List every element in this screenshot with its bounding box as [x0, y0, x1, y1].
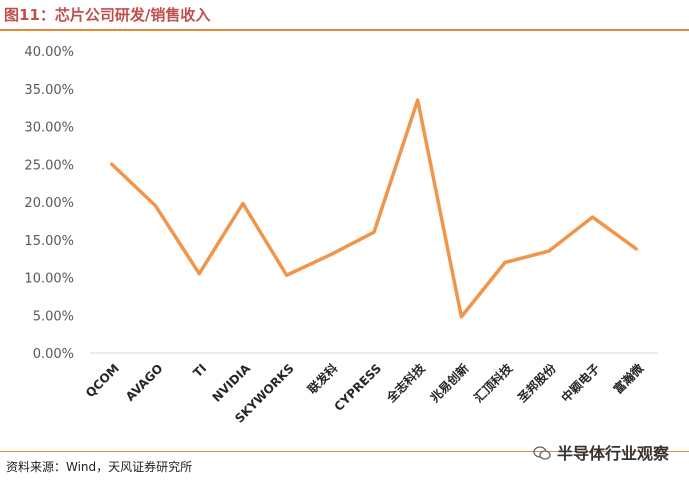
y-tick-label: 15.00%	[24, 234, 74, 249]
x-tick-label: 汇顶科技	[471, 360, 516, 405]
data-point	[590, 215, 594, 219]
watermark-text: 半导体行业观察	[556, 444, 669, 463]
x-tick-label: 富瀚微	[610, 360, 647, 397]
page-title: 图11：芯片公司研发/销售收入	[4, 6, 211, 24]
x-tick-label: 兆易创新	[427, 361, 472, 406]
y-tick-label: 40.00%	[24, 45, 74, 60]
data-point	[547, 249, 551, 253]
y-tick-label: 30.00%	[24, 121, 74, 136]
y-tick-label: 5.00%	[33, 309, 74, 324]
x-tick-label: AVAGO	[123, 361, 166, 404]
wechat-icon	[533, 445, 551, 460]
data-point	[328, 253, 332, 257]
y-tick-label: 10.00%	[24, 272, 74, 287]
data-point	[285, 273, 289, 277]
x-tick-label: 中颖电子	[558, 361, 603, 406]
series-line	[110, 98, 638, 319]
x-tick-label: CYPRESS	[331, 361, 384, 414]
data-point	[241, 202, 245, 206]
x-tick-label: NVIDIA	[210, 361, 254, 405]
data-point	[459, 315, 463, 319]
data-point	[634, 247, 638, 251]
x-tick-label: 圣邦股份	[514, 360, 560, 406]
data-point	[110, 162, 114, 166]
source-note: 资料来源：Wind，天风证券研究所	[6, 460, 193, 474]
title-divider	[0, 29, 689, 31]
footer-divider	[0, 451, 689, 452]
line-chart: 0.00% 5.00% 10.00% 15.00% 20.00% 25.00% 30.00%…	[24, 45, 658, 426]
data-point	[154, 204, 158, 208]
y-tick-label: 35.00%	[24, 83, 74, 98]
y-tick-label: 20.00%	[24, 196, 74, 211]
data-point	[416, 98, 420, 102]
x-tick-label: 联发科	[304, 361, 340, 397]
data-point	[503, 260, 507, 264]
x-tick-label: 全志科技	[383, 360, 429, 406]
y-tick-label: 0.00%	[33, 347, 74, 362]
watermark: 半导体行业观察	[533, 440, 669, 464]
x-tick-label: TI	[191, 361, 210, 380]
x-tick-label: QCOM	[83, 361, 122, 400]
data-point	[197, 272, 201, 276]
data-point	[372, 230, 376, 234]
y-tick-label: 25.00%	[24, 158, 74, 173]
